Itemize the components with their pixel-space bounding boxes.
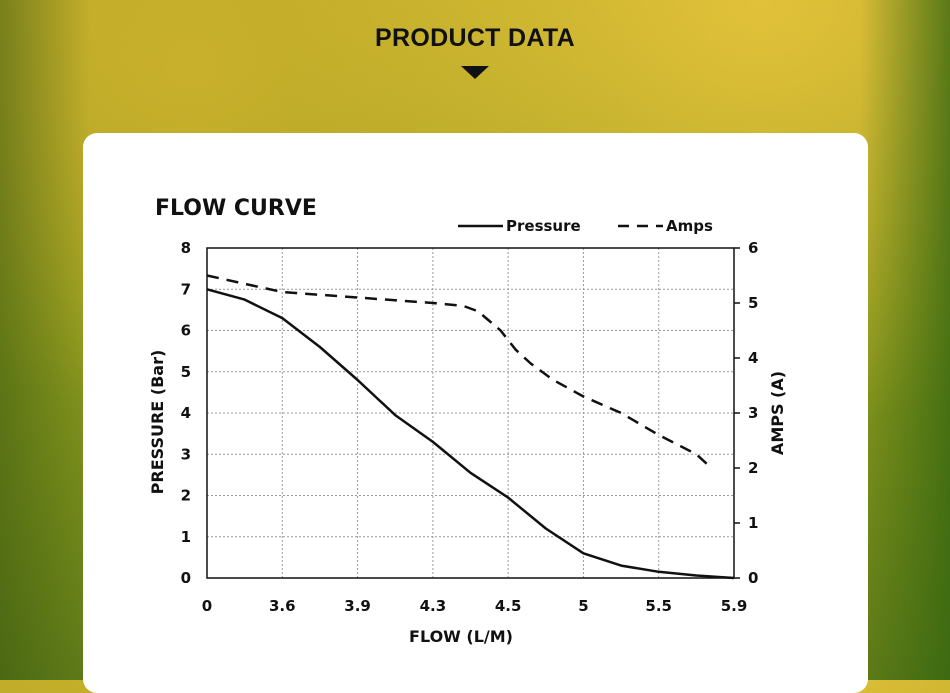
x-tick-label: 5 bbox=[578, 597, 588, 615]
x-tick-label: 3.6 bbox=[269, 597, 296, 615]
legend-label-pressure: Pressure bbox=[506, 217, 581, 235]
plot-frame bbox=[206, 247, 735, 579]
chart-card: FLOW CURVE Pressure Amps 0 3.6 3.9 4.3 4.5 5 5… bbox=[83, 133, 868, 693]
series-line-amps bbox=[206, 274, 713, 469]
y2-tick-label: 2 bbox=[748, 459, 758, 477]
y-tick-label: 7 bbox=[181, 280, 191, 298]
chart-series bbox=[206, 274, 735, 580]
y2-tick-label: 4 bbox=[748, 349, 758, 367]
flow-curve-chart: FLOW CURVE Pressure Amps 0 3.6 3.9 4.3 4.5 5 5… bbox=[148, 196, 787, 646]
y2-tick-label: 3 bbox=[748, 404, 758, 422]
y-axis-label: PRESSURE (Bar) bbox=[148, 350, 167, 495]
y-tick-label: 1 bbox=[181, 528, 191, 546]
y-tick-label: 5 bbox=[181, 363, 191, 381]
chart-title: FLOW CURVE bbox=[155, 196, 317, 221]
y2-tick-label: 0 bbox=[748, 569, 758, 587]
y-tick-labels: 0 1 2 3 4 5 6 7 8 bbox=[181, 239, 191, 587]
y2-tick-label: 1 bbox=[748, 514, 758, 532]
x-axis-label: FLOW (L/M) bbox=[409, 627, 513, 646]
series-line-pressure bbox=[206, 288, 735, 580]
y2-tick-label: 6 bbox=[748, 239, 758, 257]
y2-tick-label: 5 bbox=[748, 294, 758, 312]
y-tick-label: 0 bbox=[181, 569, 191, 587]
chart-grid bbox=[207, 248, 734, 578]
page-title: PRODUCT DATA bbox=[375, 24, 575, 52]
background-edge-right bbox=[860, 0, 950, 680]
x-tick-label: 5.5 bbox=[645, 597, 672, 615]
y2-axis-label: AMPS (A) bbox=[768, 371, 787, 455]
y-tick-label: 4 bbox=[181, 404, 191, 422]
caret-down-icon bbox=[461, 66, 489, 79]
y-tick-label: 8 bbox=[181, 239, 191, 257]
x-tick-labels: 0 3.6 3.9 4.3 4.5 5 5.5 5.9 bbox=[202, 597, 748, 615]
y2-tick-labels: 0 1 2 3 4 5 6 bbox=[734, 239, 758, 587]
x-tick-label: 0 bbox=[202, 597, 212, 615]
x-tick-label: 4.5 bbox=[495, 597, 522, 615]
x-tick-label: 5.9 bbox=[721, 597, 748, 615]
y-tick-label: 3 bbox=[181, 445, 191, 463]
background-edge-left bbox=[0, 0, 90, 680]
chart-legend: Pressure Amps bbox=[458, 217, 713, 235]
x-tick-label: 4.3 bbox=[420, 597, 447, 615]
x-tick-label: 3.9 bbox=[344, 597, 371, 615]
y-tick-label: 2 bbox=[181, 487, 191, 505]
legend-label-amps: Amps bbox=[666, 217, 713, 235]
y-tick-label: 6 bbox=[181, 322, 191, 340]
